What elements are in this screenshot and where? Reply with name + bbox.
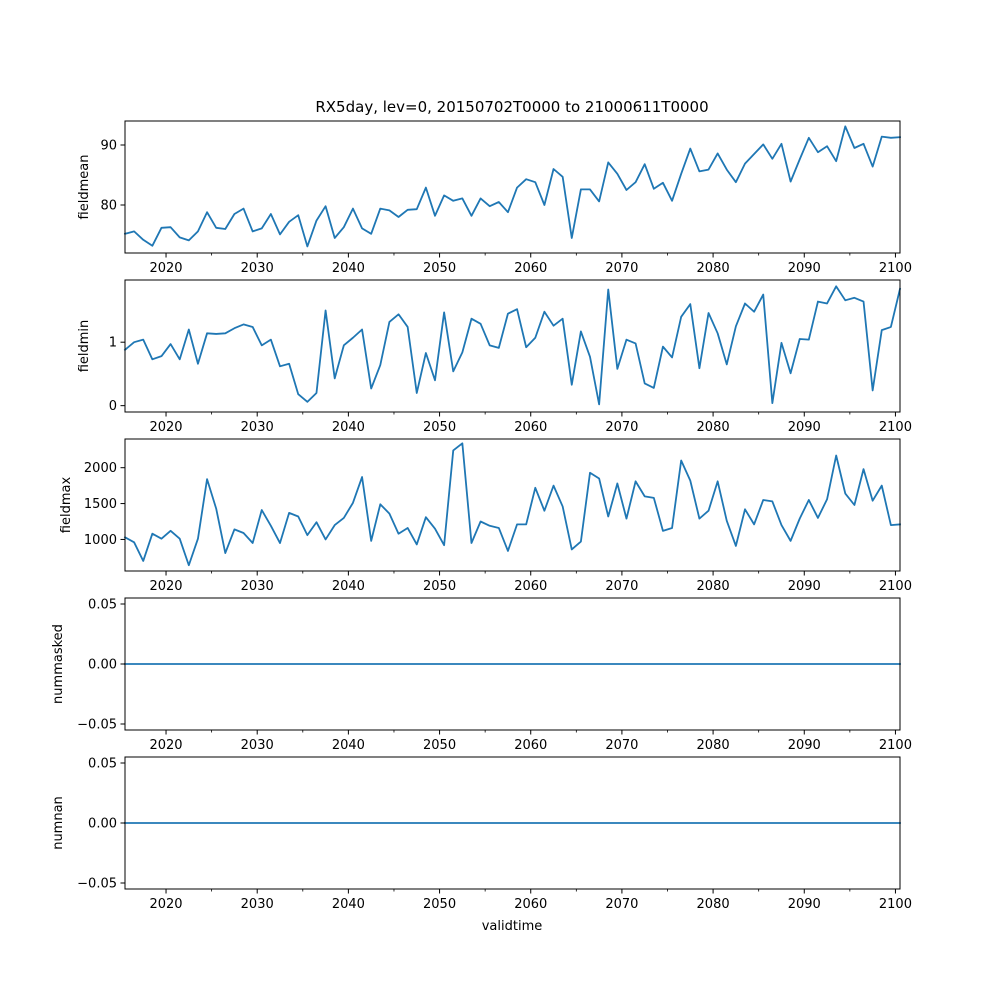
x-tick-label: 2030 <box>241 261 274 276</box>
x-tick-label: 2070 <box>605 261 638 276</box>
x-tick-label: 2020 <box>149 261 182 276</box>
plot-area-frame <box>124 438 901 572</box>
y-tick-label: 0 <box>109 399 117 414</box>
subplot-fieldmax: 1000 1500 2000 2020 2030 2040 2050 2060 2070 2080… <box>59 438 912 594</box>
x-tick-label: 2040 <box>332 897 365 912</box>
y-axis-label: nummasked <box>51 624 66 704</box>
x-tick-label: 2090 <box>788 897 821 912</box>
y-tick-label: 80 <box>100 199 117 214</box>
y-tick-label: 0.05 <box>88 598 117 613</box>
x-tick-label: 2100 <box>879 738 912 753</box>
x-tick-label: 2060 <box>514 738 547 753</box>
x-tick-label: 2020 <box>149 738 182 753</box>
x-tick-label: 2050 <box>423 738 456 753</box>
x-tick-label: 2020 <box>149 420 182 435</box>
series-line-fieldmin <box>123 285 902 406</box>
plot-area-frame <box>124 120 901 254</box>
x-tick-label: 2070 <box>605 420 638 435</box>
subplot-fieldmin: 0 1 2020 2030 2040 2050 2060 2070 2080 2090 2100 fi… <box>77 279 912 435</box>
y-tick-label: 0.00 <box>88 658 117 673</box>
x-tick-label: 2050 <box>423 420 456 435</box>
x-tick-label: 2060 <box>514 579 547 594</box>
x-tick-label: 2060 <box>514 261 547 276</box>
x-tick-label: 2050 <box>423 579 456 594</box>
x-tick-label: 2030 <box>241 420 274 435</box>
y-tick-label: 1 <box>109 336 117 351</box>
x-tick-label: 2030 <box>241 738 274 753</box>
x-tick-label: 2090 <box>788 420 821 435</box>
x-tick-label: 2080 <box>697 738 730 753</box>
x-tick-label: 2070 <box>605 579 638 594</box>
x-tick-label: 2090 <box>788 261 821 276</box>
subplot-nummasked: −0.05 0.00 0.05 2020 2030 2040 2050 2060 2070 208… <box>51 597 912 753</box>
x-tick-label: 2060 <box>514 897 547 912</box>
x-tick-label: 2080 <box>697 579 730 594</box>
y-axis-label: numnan <box>51 796 66 850</box>
series-line-fieldmean <box>123 125 901 248</box>
y-axis-label: fieldmax <box>59 477 74 534</box>
x-tick-label: 2100 <box>879 579 912 594</box>
chart-title: RX5day, lev=0, 20150702T0000 to 21000611… <box>315 98 708 116</box>
y-tick-label: 2000 <box>84 461 117 476</box>
x-axis-label: validtime <box>482 919 543 934</box>
y-tick-label: 1500 <box>84 497 117 512</box>
plot-area-frame <box>124 279 901 413</box>
y-tick-label: −0.05 <box>77 718 117 733</box>
x-tick-label: 2030 <box>241 897 274 912</box>
x-tick-label: 2080 <box>697 420 730 435</box>
y-tick-label: 1000 <box>84 533 117 548</box>
x-tick-label: 2100 <box>879 420 912 435</box>
y-axis-label: fieldmin <box>77 320 92 373</box>
x-tick-label: 2050 <box>423 261 456 276</box>
x-tick-label: 2030 <box>241 579 274 594</box>
y-tick-label: −0.05 <box>77 877 117 892</box>
y-axis-label: fieldmean <box>77 155 92 220</box>
x-tick-label: 2070 <box>605 897 638 912</box>
x-tick-label: 2100 <box>879 897 912 912</box>
x-tick-label: 2040 <box>332 579 365 594</box>
subplot-numnan: −0.05 0.00 0.05 2020 2030 2040 2050 2060 2070 208… <box>51 756 912 912</box>
y-tick-label: 0.05 <box>88 757 117 772</box>
y-tick-label: 0.00 <box>88 817 117 832</box>
x-tick-label: 2060 <box>514 420 547 435</box>
subplot-fieldmean: 80 90 2020 2030 2040 2050 2060 2070 2080 2090 2100… <box>77 120 912 276</box>
x-tick-label: 2080 <box>697 897 730 912</box>
x-tick-label: 2050 <box>423 897 456 912</box>
x-tick-label: 2100 <box>879 261 912 276</box>
x-tick-label: 2040 <box>332 261 365 276</box>
x-tick-label: 2020 <box>149 579 182 594</box>
x-tick-label: 2040 <box>332 738 365 753</box>
series-line-fieldmax <box>123 442 901 567</box>
x-tick-label: 2080 <box>697 261 730 276</box>
x-tick-label: 2070 <box>605 738 638 753</box>
x-tick-label: 2090 <box>788 579 821 594</box>
x-tick-label: 2090 <box>788 738 821 753</box>
x-tick-label: 2020 <box>149 897 182 912</box>
x-tick-label: 2040 <box>332 420 365 435</box>
y-tick-label: 90 <box>100 139 117 154</box>
subplots: 80 90 2020 2030 2040 2050 2060 2070 2080 2090 2100… <box>51 120 912 912</box>
